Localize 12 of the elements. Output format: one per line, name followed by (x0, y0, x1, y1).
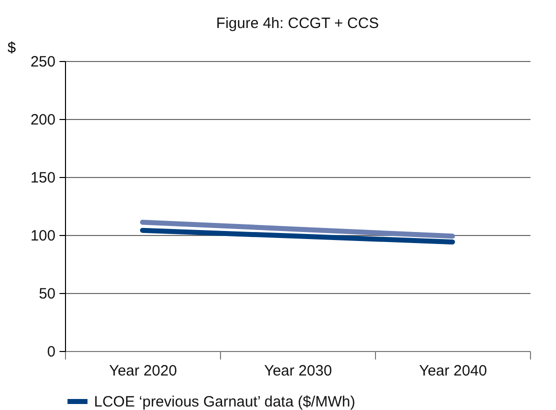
y-tick-label: 150 (30, 170, 56, 186)
x-tick-label: Year 2030 (264, 362, 332, 380)
y-tick-label: 100 (30, 228, 56, 244)
x-tick-label: Year 2040 (419, 362, 487, 380)
y-tick-label: 0 (47, 344, 56, 360)
y-axis-title: $ (8, 40, 16, 56)
y-tick-label: 200 (30, 112, 56, 128)
x-tick-label: Year 2020 (109, 362, 177, 380)
legend-label: LCOE ‘previous Garnaut’ data ($/MWh) (94, 394, 356, 410)
y-tick-label: 50 (38, 286, 56, 302)
y-tick-label: 250 (30, 54, 56, 70)
chart-title: Figure 4h: CCGT + CCS (216, 15, 379, 32)
